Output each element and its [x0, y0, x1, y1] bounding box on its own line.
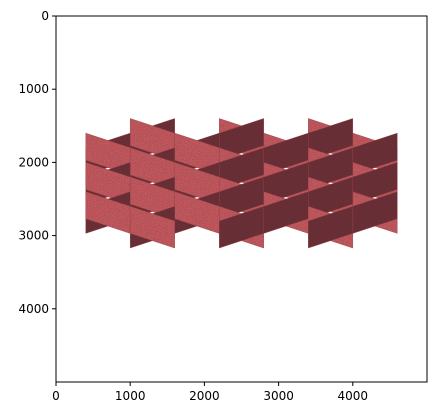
- axes-frame: [55, 15, 428, 383]
- y-tick-label: 0: [41, 9, 49, 23]
- lattice-panel: [308, 206, 353, 249]
- x-axis: 0 1000 2000 3000 4000: [52, 382, 368, 403]
- y-tick-label: 1000: [18, 82, 49, 96]
- x-tick-label: 3000: [263, 389, 294, 403]
- x-tick-label: 1000: [115, 389, 146, 403]
- y-tick-label: 4000: [18, 302, 49, 316]
- x-tick-label: 4000: [338, 389, 369, 403]
- x-tick-label: 2000: [189, 389, 220, 403]
- lattice-image: [85, 118, 398, 249]
- x-tick-label: 0: [52, 389, 60, 403]
- lattice-panel: [129, 206, 175, 249]
- y-tick-label: 3000: [18, 229, 49, 243]
- y-axis: 0 1000 2000 3000 4000: [18, 9, 56, 316]
- y-tick-label: 2000: [18, 155, 49, 169]
- lattice-panel: [219, 206, 264, 249]
